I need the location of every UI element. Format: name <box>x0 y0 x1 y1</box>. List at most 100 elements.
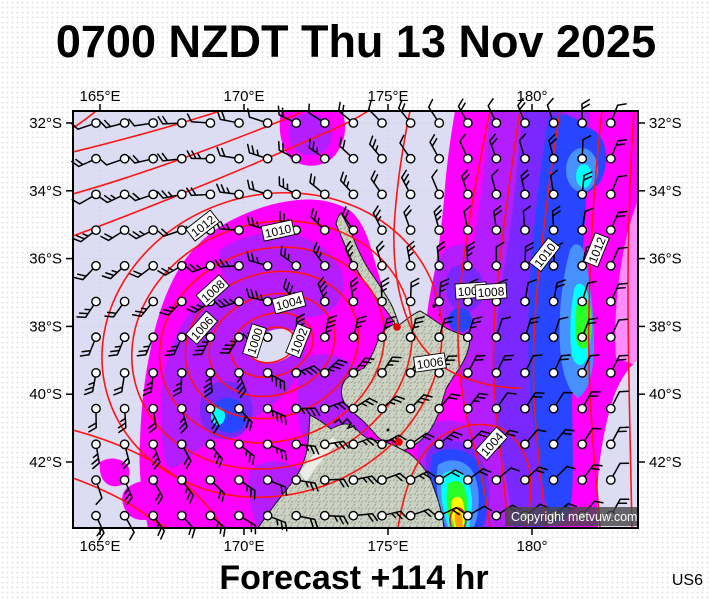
wind-barb <box>176 439 192 469</box>
wind-barb <box>99 118 130 129</box>
wind-barb <box>399 134 416 164</box>
wind-barb <box>341 206 359 236</box>
lat-label-right: 42°S <box>649 454 682 471</box>
wind-barb <box>319 314 338 343</box>
offshore-island <box>386 428 390 432</box>
station-circle <box>377 118 387 128</box>
station-circle <box>291 403 302 414</box>
station-circle <box>234 403 244 414</box>
wind-barb <box>205 403 220 434</box>
station-circle <box>405 118 416 128</box>
wind-barb <box>577 207 594 236</box>
wind-barb <box>434 393 461 414</box>
wind-barb <box>462 468 492 485</box>
station-circle <box>520 225 530 236</box>
station-circle <box>605 367 616 378</box>
lon-label-top: 180° <box>516 88 547 105</box>
wind-barb <box>156 225 187 237</box>
map-title: 0700 NZDT Thu 13 Nov 2025 <box>56 16 656 67</box>
isobar-label: 1006 <box>413 352 447 373</box>
city-dots <box>393 323 403 446</box>
station-circle <box>377 367 387 378</box>
station-circle <box>262 403 273 414</box>
station-circle <box>577 260 588 271</box>
station-circle <box>234 189 244 200</box>
wind-barb <box>219 332 244 354</box>
station-circle <box>348 260 359 271</box>
wind-barb <box>605 138 627 164</box>
lon-label-bottom: 170°E <box>223 538 264 555</box>
city-dot <box>393 323 401 331</box>
wind-barb <box>605 354 629 378</box>
wind-barb <box>377 315 396 343</box>
wind-barb <box>338 136 359 164</box>
wind-barb <box>405 394 433 414</box>
isobar-label: 1008 <box>474 282 508 301</box>
station-circle <box>262 118 273 128</box>
station-circle <box>548 403 559 414</box>
wind-barb <box>400 169 416 200</box>
station-circle <box>205 475 216 485</box>
copyright-badge: Copyright metvuw.com <box>505 507 637 526</box>
wind-barb <box>491 392 517 414</box>
wind-barb <box>176 403 188 434</box>
lon-label-top: 165°E <box>79 88 120 105</box>
station-circle <box>377 439 387 450</box>
station-circle <box>262 153 273 164</box>
wind-barb <box>520 316 540 343</box>
lon-label-bottom: 165°E <box>79 538 120 555</box>
wind-barb <box>491 205 502 236</box>
station-circle <box>462 403 473 414</box>
wind-barb <box>577 427 602 450</box>
station-circle <box>462 510 473 521</box>
station-circle <box>462 189 473 200</box>
wind-barb <box>186 187 216 200</box>
wind-barb <box>577 354 600 378</box>
wind-barb <box>205 510 226 537</box>
wind-barb <box>397 99 416 128</box>
wind-barb <box>605 462 630 485</box>
station-circle <box>148 118 159 128</box>
station-circle <box>291 118 302 128</box>
station-circle <box>462 153 473 164</box>
wind-barb <box>348 397 378 414</box>
lat-label-left: 40°S <box>29 386 62 403</box>
wind-barb <box>319 359 348 378</box>
station-circle <box>234 475 244 485</box>
station-circle <box>605 332 616 343</box>
station-circle <box>319 403 330 414</box>
wind-barb <box>577 135 592 164</box>
wind-barb <box>119 475 133 506</box>
station-circle <box>262 296 273 307</box>
station-circle <box>262 189 273 200</box>
station-circle <box>148 510 159 521</box>
wind-barb <box>128 153 159 164</box>
wind-barb <box>577 317 599 343</box>
station-circle <box>434 439 445 450</box>
wind-barb <box>548 391 573 414</box>
wind-barb <box>205 475 225 503</box>
wind-barb <box>490 169 502 200</box>
station-circle <box>262 439 273 450</box>
wind-barb <box>129 260 159 278</box>
station-circle <box>377 475 387 485</box>
station-circle <box>348 367 359 378</box>
wind-barb <box>377 277 390 307</box>
wind-barb <box>546 97 559 128</box>
lat-label-right: 40°S <box>649 386 682 403</box>
station-circle <box>119 296 130 307</box>
wind-barb <box>462 505 493 521</box>
wind-barb <box>520 242 534 271</box>
wind-barb <box>348 475 379 485</box>
wind-barb <box>348 510 379 522</box>
wind-barb <box>377 395 406 414</box>
station-circle <box>548 260 559 271</box>
wind-barb <box>172 367 187 397</box>
wind-barb <box>461 169 473 200</box>
lat-label-right: 34°S <box>649 183 682 200</box>
wind-barb <box>128 118 159 128</box>
station-circle <box>319 189 330 200</box>
station-circle <box>148 439 159 450</box>
station-circle <box>491 403 502 414</box>
station-circle <box>462 260 473 271</box>
